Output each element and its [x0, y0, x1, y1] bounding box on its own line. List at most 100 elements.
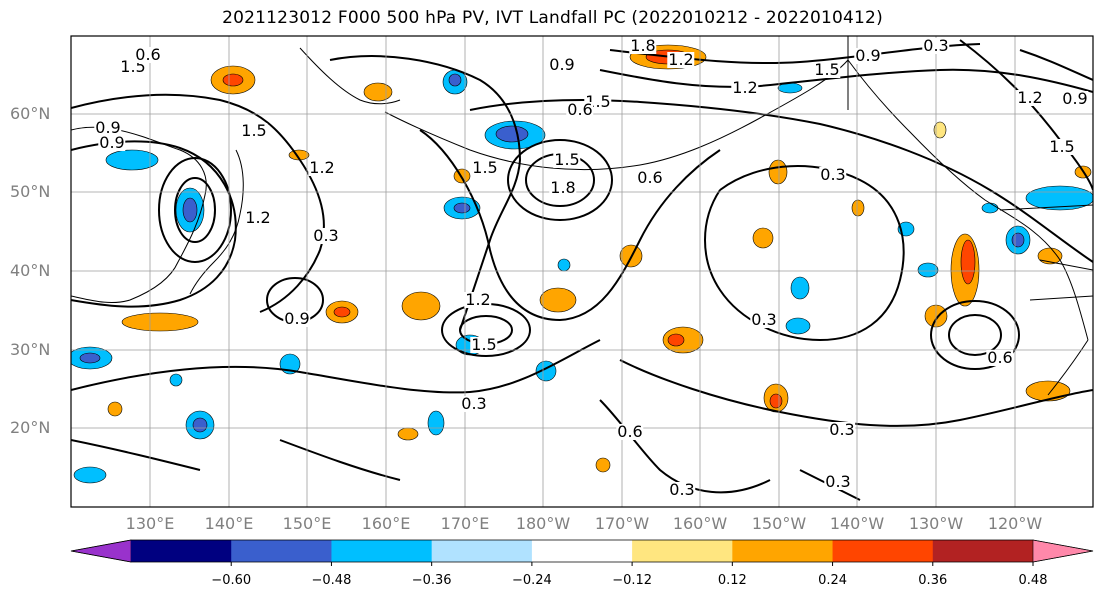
positive-anomaly — [397, 427, 419, 441]
lat-label-40: 40°N — [10, 261, 51, 280]
contour-label: 0.3 — [668, 480, 696, 499]
positive-anomaly-core — [333, 306, 351, 318]
colorbar-segment — [231, 540, 332, 562]
contour-line — [279, 439, 401, 481]
positive-anomaly — [539, 287, 577, 313]
contour-label: 0.6 — [616, 422, 644, 441]
colorbar-segment — [632, 540, 733, 562]
contour-label: 0.9 — [1061, 89, 1089, 108]
lon-label-160e: 160°E — [361, 514, 411, 533]
positive-anomaly-core — [960, 239, 976, 285]
negative-anomaly-core — [79, 352, 101, 364]
positive-anomaly-core — [222, 73, 244, 87]
pv-contours — [71, 39, 1093, 501]
lon-label-170w: 170°W — [594, 514, 650, 533]
colorbar-segment — [932, 540, 1034, 562]
colorbar-tick-label: −0.60 — [211, 573, 252, 588]
positive-anomaly — [1025, 380, 1071, 402]
positive-anomaly — [851, 199, 865, 217]
contour-label: 1.2 — [244, 208, 272, 227]
positive-anomaly — [933, 121, 947, 139]
contour-label: 0.3 — [750, 310, 778, 329]
positive-anomaly-core — [667, 333, 685, 347]
lon-label-120w: 120°W — [987, 514, 1043, 533]
colorbar-tick-label: −0.36 — [411, 573, 452, 588]
contour-label: 0.3 — [828, 420, 856, 439]
contour-line — [71, 439, 201, 471]
contour-label: 0.6 — [636, 168, 664, 187]
positive-anomaly — [752, 227, 774, 249]
contour-label: 1.2 — [1016, 88, 1044, 107]
negative-anomaly — [169, 373, 183, 387]
positive-anomaly-core — [769, 393, 783, 409]
colorbar-segment — [531, 540, 633, 562]
contour-label: 0.9 — [283, 309, 311, 328]
contour-line — [71, 93, 325, 313]
contour-label: 0.3 — [824, 472, 852, 491]
contour-label: 1.5 — [240, 121, 268, 140]
contour-line — [930, 300, 1020, 370]
negative-anomaly — [105, 149, 159, 171]
colorbar-segment — [331, 540, 433, 562]
colorbar-tick-label: −0.24 — [511, 573, 552, 588]
colorbar-outline — [70, 539, 1094, 563]
contour-label: 0.9 — [854, 46, 882, 65]
positive-anomaly — [1037, 247, 1063, 265]
contour-line — [1019, 49, 1093, 81]
contour-label: 1.2 — [667, 50, 695, 69]
negative-anomaly-core — [448, 73, 462, 87]
contour-line — [174, 177, 216, 243]
lon-label-180w: 180°W — [515, 514, 571, 533]
lat-label-30: 30°N — [10, 340, 51, 359]
contour-line — [71, 339, 601, 394]
coastlines — [71, 36, 1093, 396]
negative-anomaly-core — [453, 202, 471, 214]
negative-anomaly — [917, 262, 939, 278]
positive-anomaly — [595, 457, 611, 473]
contour-label: 1.5 — [813, 60, 841, 79]
map-frame — [70, 35, 1094, 508]
colorbar-tick-label: −0.12 — [612, 573, 653, 588]
lon-label-160w: 160°W — [672, 514, 728, 533]
colorbar-extend-low — [70, 539, 132, 563]
lat-label-20: 20°N — [10, 418, 51, 437]
contour-label: 1.2 — [308, 158, 336, 177]
negative-anomaly — [785, 317, 811, 335]
contour-label: 1.8 — [549, 178, 577, 197]
negative-anomaly — [73, 466, 107, 484]
negative-anomaly-core — [495, 125, 529, 143]
kamchatka-coast — [299, 47, 401, 105]
colorbar-segment — [832, 540, 934, 562]
colorbar-tick-label: 0.12 — [717, 573, 747, 588]
lon-label-140w: 140°W — [829, 514, 885, 533]
lat-label-50: 50°N — [10, 182, 51, 201]
lon-label-130w: 130°W — [908, 514, 964, 533]
state-borders — [1029, 259, 1093, 301]
contour-label: 0.3 — [312, 226, 340, 245]
aleutian-arc — [384, 59, 849, 171]
colorbar-tick-label: −0.48 — [311, 573, 352, 588]
contour-label: 0.3 — [922, 36, 950, 55]
contour-label: 0.9 — [548, 55, 576, 74]
map-title: 2021123012 F000 500 hPa PV, IVT Landfall… — [222, 8, 883, 28]
contour-line — [507, 139, 613, 221]
contour-label: 0.3 — [819, 165, 847, 184]
contour-label: 1.5 — [1048, 137, 1076, 156]
lon-label-130e: 130°E — [125, 514, 175, 533]
contour-label: 0.3 — [460, 394, 488, 413]
contour-line — [158, 157, 232, 263]
negative-anomaly — [427, 410, 445, 436]
contour-label: 0.9 — [94, 118, 122, 137]
us-canada-border — [999, 204, 1093, 211]
colorbar-tick-label: 0.24 — [818, 573, 848, 588]
negative-anomaly-core — [192, 417, 208, 433]
positive-anomaly — [363, 82, 393, 102]
negative-anomaly-core — [182, 197, 198, 223]
colorbar — [70, 539, 1094, 566]
colorbar-segment — [431, 540, 533, 562]
colorbar-tick-label: 0.36 — [918, 573, 948, 588]
contour-line — [419, 129, 721, 322]
contour-label: 1.2 — [731, 78, 759, 97]
contour-label: 0.9 — [98, 133, 126, 152]
